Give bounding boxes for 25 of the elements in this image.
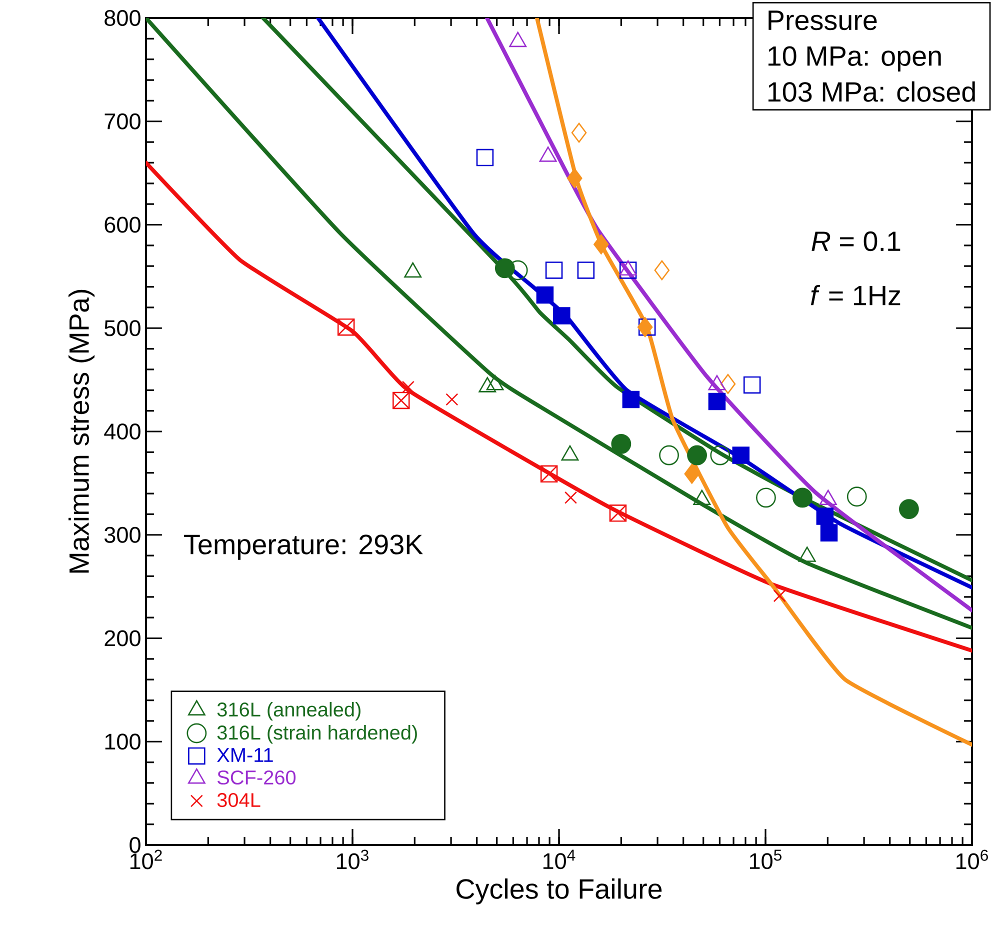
y-tick-label: 700 [104, 113, 140, 130]
y-tick-label: 400 [104, 424, 140, 440]
y-tick-label: 500 [104, 320, 140, 336]
annotation: R = 0.1 [812, 231, 900, 252]
x-tick-label: 10$^{4}$ [543, 850, 576, 870]
x-tick-label: 10$^{3}$ [336, 850, 368, 870]
legend-label: SCF-260 [218, 770, 296, 785]
y-tick-label: 800 [104, 10, 140, 26]
legend-label: 316L (strain hardened) [217, 725, 417, 744]
legend-label: 316L (annealed) [217, 702, 360, 721]
x-axis-title: Cycles to Failure [456, 878, 662, 904]
y-tick-label: 300 [104, 526, 140, 543]
y-axis-title: Maximum stress (MPa) [68, 290, 95, 573]
y-tick-label: 100 [105, 734, 140, 750]
annotation: Pressure [768, 10, 877, 30]
y-tick-label: 600 [104, 216, 140, 233]
x-tick-label: 10$^{5}$ [750, 850, 782, 870]
annotation: 103 MPa: closed [768, 81, 975, 102]
legend-label: XM-11 [217, 748, 273, 762]
x-tick-label: 10$^{6}$ [956, 850, 988, 870]
annotation: Temperature: 293K [184, 534, 423, 560]
legend-label: 304L [217, 792, 260, 808]
y-tick-label: 200 [104, 630, 140, 646]
annotation: f = 1Hz [810, 284, 900, 306]
annotation: 10 MPa: open [768, 46, 941, 72]
